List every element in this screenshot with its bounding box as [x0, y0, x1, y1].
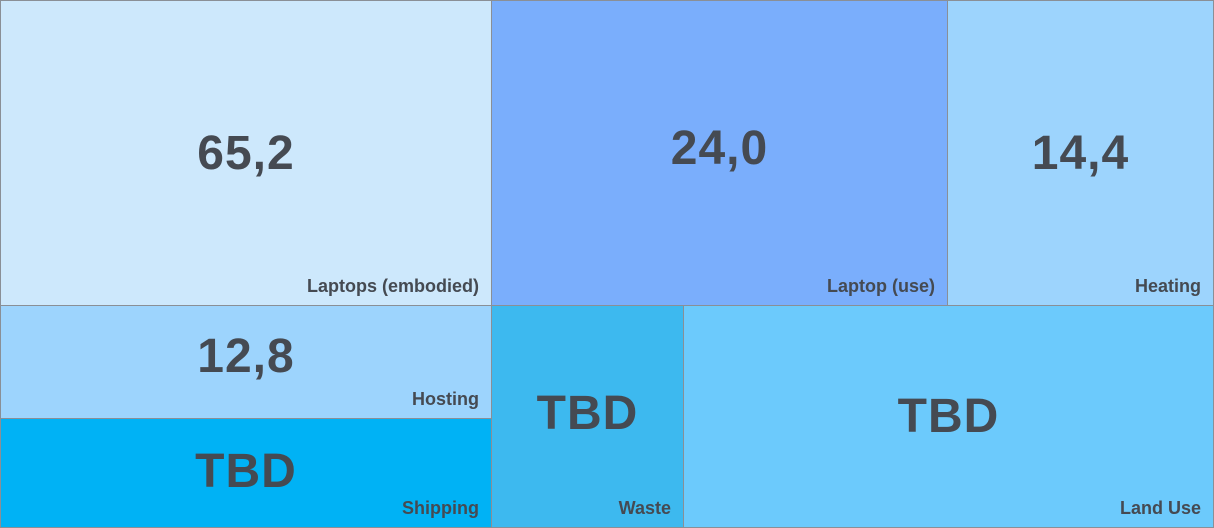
tile: 65,2 Laptops (embodied) [0, 0, 492, 306]
tile-value: 24,0 [670, 121, 769, 175]
tile-value: TBD [195, 444, 297, 498]
tile-value: 12,8 [197, 329, 295, 383]
tile: TBD Waste [491, 305, 684, 528]
tile: 24,0 Laptop (use) [491, 0, 948, 306]
tile: TBD Land Use [683, 305, 1214, 528]
tile-label: Land Use [1119, 498, 1201, 518]
tile-label: Laptop (use) [827, 276, 935, 296]
tile-label: Hosting [412, 389, 479, 409]
tile-value: TBD [536, 387, 639, 440]
tile: TBD Shipping [0, 418, 492, 528]
tile-label: Heating [1134, 276, 1201, 296]
tile: 12,8 Hosting [0, 305, 492, 419]
tile-value: TBD [897, 390, 1000, 443]
tile-value: 65,2 [197, 126, 295, 180]
tile-label: Shipping [402, 498, 479, 518]
tile-label: Laptops (embodied) [307, 276, 479, 296]
tile-label: Waste [618, 498, 671, 518]
tile: 14,4 Heating [947, 0, 1214, 306]
tile-value: 14,4 [1031, 126, 1130, 180]
